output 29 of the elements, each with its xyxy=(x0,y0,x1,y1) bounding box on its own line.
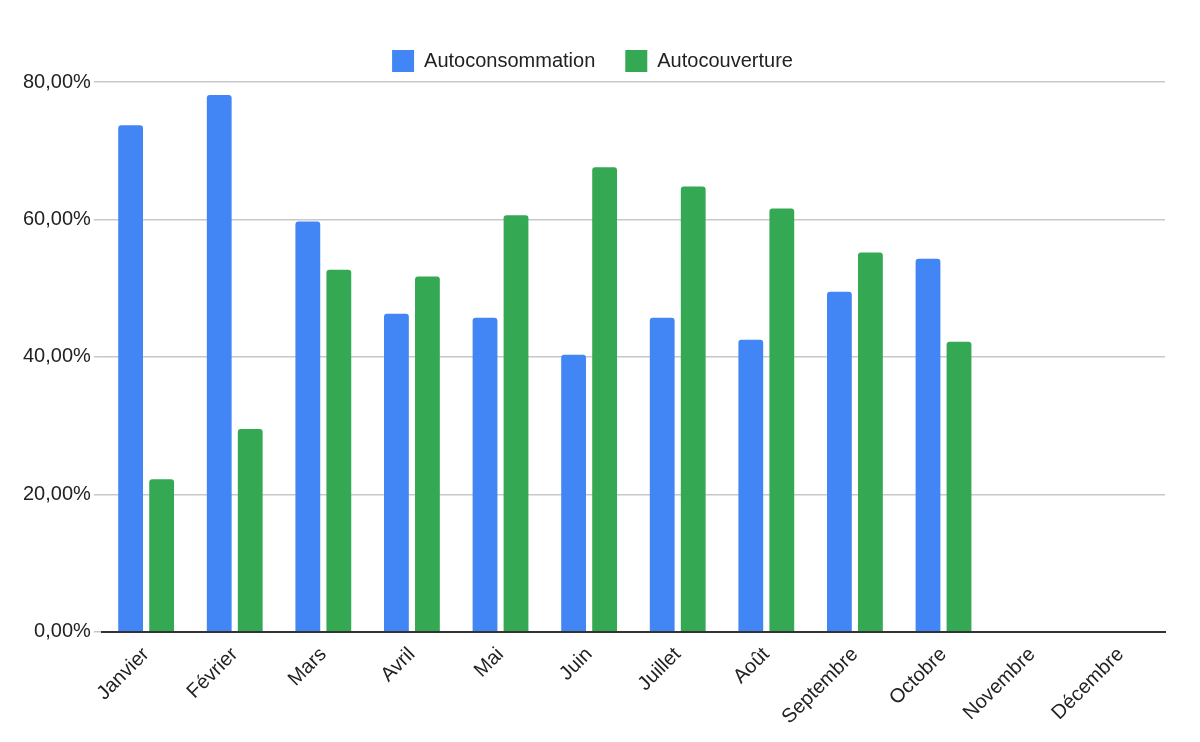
bar xyxy=(649,317,675,632)
bar xyxy=(946,341,972,632)
y-tick-label: 60,00% xyxy=(22,206,92,229)
bar xyxy=(237,429,263,632)
bar xyxy=(827,291,852,632)
bar xyxy=(769,208,795,632)
legend-label: Autocouverture xyxy=(657,48,793,71)
bar xyxy=(561,354,587,632)
bar xyxy=(858,252,883,632)
bar xyxy=(680,186,706,632)
y-tick-label: 40,00% xyxy=(22,344,92,367)
bar xyxy=(118,125,144,632)
x-tick-label: Juin xyxy=(554,642,596,685)
legend-label: Autoconsommation xyxy=(424,48,596,71)
bar xyxy=(738,339,764,632)
x-tick-label: Mai xyxy=(468,642,508,681)
bar xyxy=(415,276,440,632)
bar xyxy=(384,313,409,632)
bar xyxy=(149,479,175,632)
y-tick-label: 0,00% xyxy=(34,619,92,642)
bar xyxy=(326,269,352,632)
bar xyxy=(592,167,618,632)
y-tick-label: 20,00% xyxy=(22,481,92,504)
bar xyxy=(472,317,498,632)
y-tick-label: 80,00% xyxy=(22,69,92,92)
bar xyxy=(915,258,941,632)
bar xyxy=(503,215,529,632)
bar xyxy=(206,95,232,632)
bar xyxy=(295,221,321,632)
